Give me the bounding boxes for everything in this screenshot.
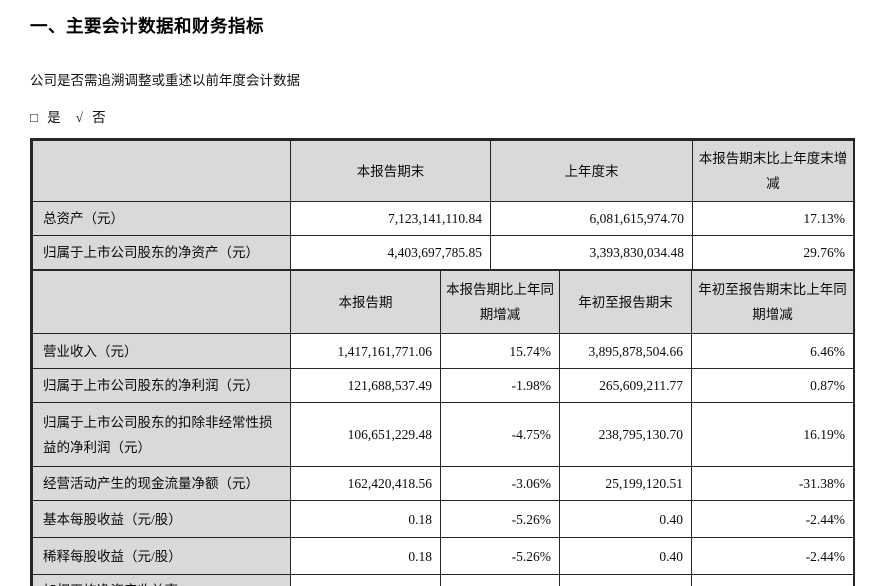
restatement-question: 公司是否需追溯调整或重述以前年度会计数据: [30, 73, 300, 88]
table-row: 稀释每股收益（元/股） 0.18 -5.26% 0.40 -2.44%: [32, 537, 854, 575]
column-header: 本报告期比上年同期增减: [440, 270, 560, 334]
table-row: 归属于上市公司股东的净资产（元） 4,403,697,785.85 3,393,…: [32, 235, 854, 270]
cell-value: 6.72%: [559, 574, 692, 586]
row-label: 加权平均净资产收益率: [32, 574, 291, 586]
cell-value: 6.46%: [691, 333, 854, 369]
table-row: 归属于上市公司股东的净利润（元） 121,688,537.49 -1.98% 2…: [32, 368, 854, 403]
column-header: 上年度末: [490, 140, 693, 202]
table-row: 加权平均净资产收益率 2.86% -1.04% 6.72% -1.56%: [32, 574, 854, 586]
column-header: 年初至报告期末比上年同期增减: [691, 270, 854, 334]
cell-value: -5.26%: [440, 537, 560, 575]
cell-value: 1,417,161,771.06: [290, 333, 441, 369]
table-row: 经营活动产生的现金流量净额（元） 162,420,418.56 -3.06% 2…: [32, 466, 854, 501]
financial-indicators-table: 本报告期末 上年度末 本报告期末比上年度末增减 总资产（元） 7,123,141…: [30, 138, 855, 586]
cell-value: 17.13%: [692, 201, 854, 236]
cell-value: 3,895,878,504.66: [559, 333, 692, 369]
row-label: 总资产（元）: [32, 201, 291, 236]
cell-value: -31.38%: [691, 466, 854, 501]
cell-value: 4,403,697,785.85: [290, 235, 491, 270]
section-title: 一、主要会计数据和财务指标: [30, 16, 264, 36]
column-header: 本报告期末比上年度末增减: [692, 140, 854, 202]
cell-value: 106,651,229.48: [290, 402, 441, 467]
yes-label: 是: [47, 110, 61, 125]
cell-value: 16.19%: [691, 402, 854, 467]
cell-value: 2.86%: [290, 574, 441, 586]
cell-value: 0.40: [559, 500, 692, 538]
row-label: 归属于上市公司股东的净利润（元）: [32, 368, 291, 403]
cell-value: 25,199,120.51: [559, 466, 692, 501]
cell-value: 3,393,830,034.48: [490, 235, 693, 270]
cell-value: -2.44%: [691, 537, 854, 575]
cell-value: 238,795,130.70: [559, 402, 692, 467]
table-row: 总资产（元） 7,123,141,110.84 6,081,615,974.70…: [32, 201, 854, 236]
column-header: 本报告期: [290, 270, 441, 334]
cell-value: -2.44%: [691, 500, 854, 538]
cell-value: -3.06%: [440, 466, 560, 501]
row-label: 营业收入（元）: [32, 333, 291, 369]
cell-value: -4.75%: [440, 402, 560, 467]
cell-value: 0.87%: [691, 368, 854, 403]
cell-value: 0.40: [559, 537, 692, 575]
table-header-row: 本报告期 本报告期比上年同期增减 年初至报告期末 年初至报告期末比上年同期增减: [32, 270, 854, 334]
checkbox-unchecked-icon: □: [30, 110, 39, 125]
table-row: 营业收入（元） 1,417,161,771.06 15.74% 3,895,87…: [32, 333, 854, 369]
restatement-answer: □ 是 √ 否: [30, 106, 855, 126]
cell-value: 162,420,418.56: [290, 466, 441, 501]
column-header: 本报告期末: [290, 140, 491, 202]
no-label: 否: [92, 110, 106, 125]
row-label: 归属于上市公司股东的扣除非经常性损益的净利润（元）: [32, 402, 291, 467]
cell-value: 7,123,141,110.84: [290, 201, 491, 236]
cell-value: 0.18: [290, 500, 441, 538]
cell-value: 6,081,615,974.70: [490, 201, 693, 236]
cell-value: 265,609,211.77: [559, 368, 692, 403]
cell-value: -1.56%: [691, 574, 854, 586]
balance-sheet-table: 本报告期末 上年度末 本报告期末比上年度末增减 总资产（元） 7,123,141…: [32, 140, 854, 270]
column-header: 年初至报告期末: [559, 270, 692, 334]
cell-value: 121,688,537.49: [290, 368, 441, 403]
cell-value: 15.74%: [440, 333, 560, 369]
cell-value: -1.98%: [440, 368, 560, 403]
row-label: 经营活动产生的现金流量净额（元）: [32, 466, 291, 501]
corner-cell: [32, 270, 291, 334]
table-row: 基本每股收益（元/股） 0.18 -5.26% 0.40 -2.44%: [32, 500, 854, 538]
row-label: 归属于上市公司股东的净资产（元）: [32, 235, 291, 270]
checkmark-icon: √: [75, 110, 84, 125]
income-statement-table: 本报告期 本报告期比上年同期增减 年初至报告期末 年初至报告期末比上年同期增减 …: [32, 270, 854, 586]
cell-value: 29.76%: [692, 235, 854, 270]
row-label: 稀释每股收益（元/股）: [32, 537, 291, 575]
row-label: 基本每股收益（元/股）: [32, 500, 291, 538]
cell-value: 0.18: [290, 537, 441, 575]
cell-value: -5.26%: [440, 500, 560, 538]
table-header-row: 本报告期末 上年度末 本报告期末比上年度末增减: [32, 140, 854, 202]
cell-value: -1.04%: [440, 574, 560, 586]
corner-cell: [32, 140, 291, 202]
table-row: 归属于上市公司股东的扣除非经常性损益的净利润（元） 106,651,229.48…: [32, 402, 854, 467]
